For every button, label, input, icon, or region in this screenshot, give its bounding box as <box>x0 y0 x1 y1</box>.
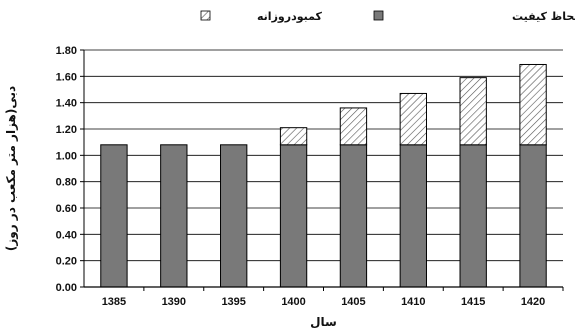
bar-production <box>519 144 547 288</box>
x-tick-label: 1410 <box>401 296 425 308</box>
y-tick-label: 0.80 <box>56 177 77 189</box>
x-tick-label: 1395 <box>221 296 245 308</box>
bar-production <box>339 144 368 288</box>
y-tick-label: 0.20 <box>56 256 77 268</box>
bar-shortage <box>279 127 308 146</box>
y-axis-title: دبی(هزار متر مکعب در روز) <box>4 86 19 251</box>
bar-production <box>459 144 487 288</box>
y-tick-label: 1.20 <box>56 124 77 136</box>
legend-swatch-production <box>373 10 384 21</box>
x-tick-label: 1405 <box>341 296 365 308</box>
y-tick-label: 0.00 <box>56 282 77 294</box>
x-tick-label: 1420 <box>521 296 545 308</box>
y-tick-label: 0.60 <box>56 203 77 215</box>
y-tick-label: 1.80 <box>56 45 77 57</box>
y-tick-label: 1.40 <box>56 98 77 110</box>
x-tick-label: 1415 <box>461 296 485 308</box>
x-axis-title: سال <box>310 315 337 329</box>
y-tick-label: 0.40 <box>56 229 77 241</box>
x-tick-label: 1385 <box>102 296 126 308</box>
bar-production <box>220 144 248 288</box>
legend: تولید روزانه بدون لحاظ کیفیت کمبودروزانه <box>200 10 575 23</box>
x-tick-label: 1400 <box>281 296 305 308</box>
bar-shortage <box>459 77 487 146</box>
bar-production <box>399 144 427 288</box>
bar-shortage <box>519 63 547 146</box>
axes: 0.00 0.20 0.40 0.60 0.80 1.00 1.20 1.40 1.60 1.80… <box>56 45 564 308</box>
legend-label-shortage: کمبودروزانه <box>257 10 322 23</box>
bar-production <box>160 144 188 288</box>
x-tick-label: 1390 <box>162 296 186 308</box>
bar-production <box>100 144 128 288</box>
y-tick-label: 1.00 <box>56 150 77 162</box>
bar-shortage <box>399 92 427 146</box>
gridlines <box>84 49 563 288</box>
bars <box>100 63 547 288</box>
bar-production <box>279 144 308 288</box>
legend-swatch-shortage <box>200 10 211 21</box>
bar-shortage <box>339 107 368 146</box>
legend-label-production: تولید روزانه بدون لحاظ کیفیت <box>512 10 575 23</box>
y-tick-label: 1.60 <box>56 71 77 83</box>
